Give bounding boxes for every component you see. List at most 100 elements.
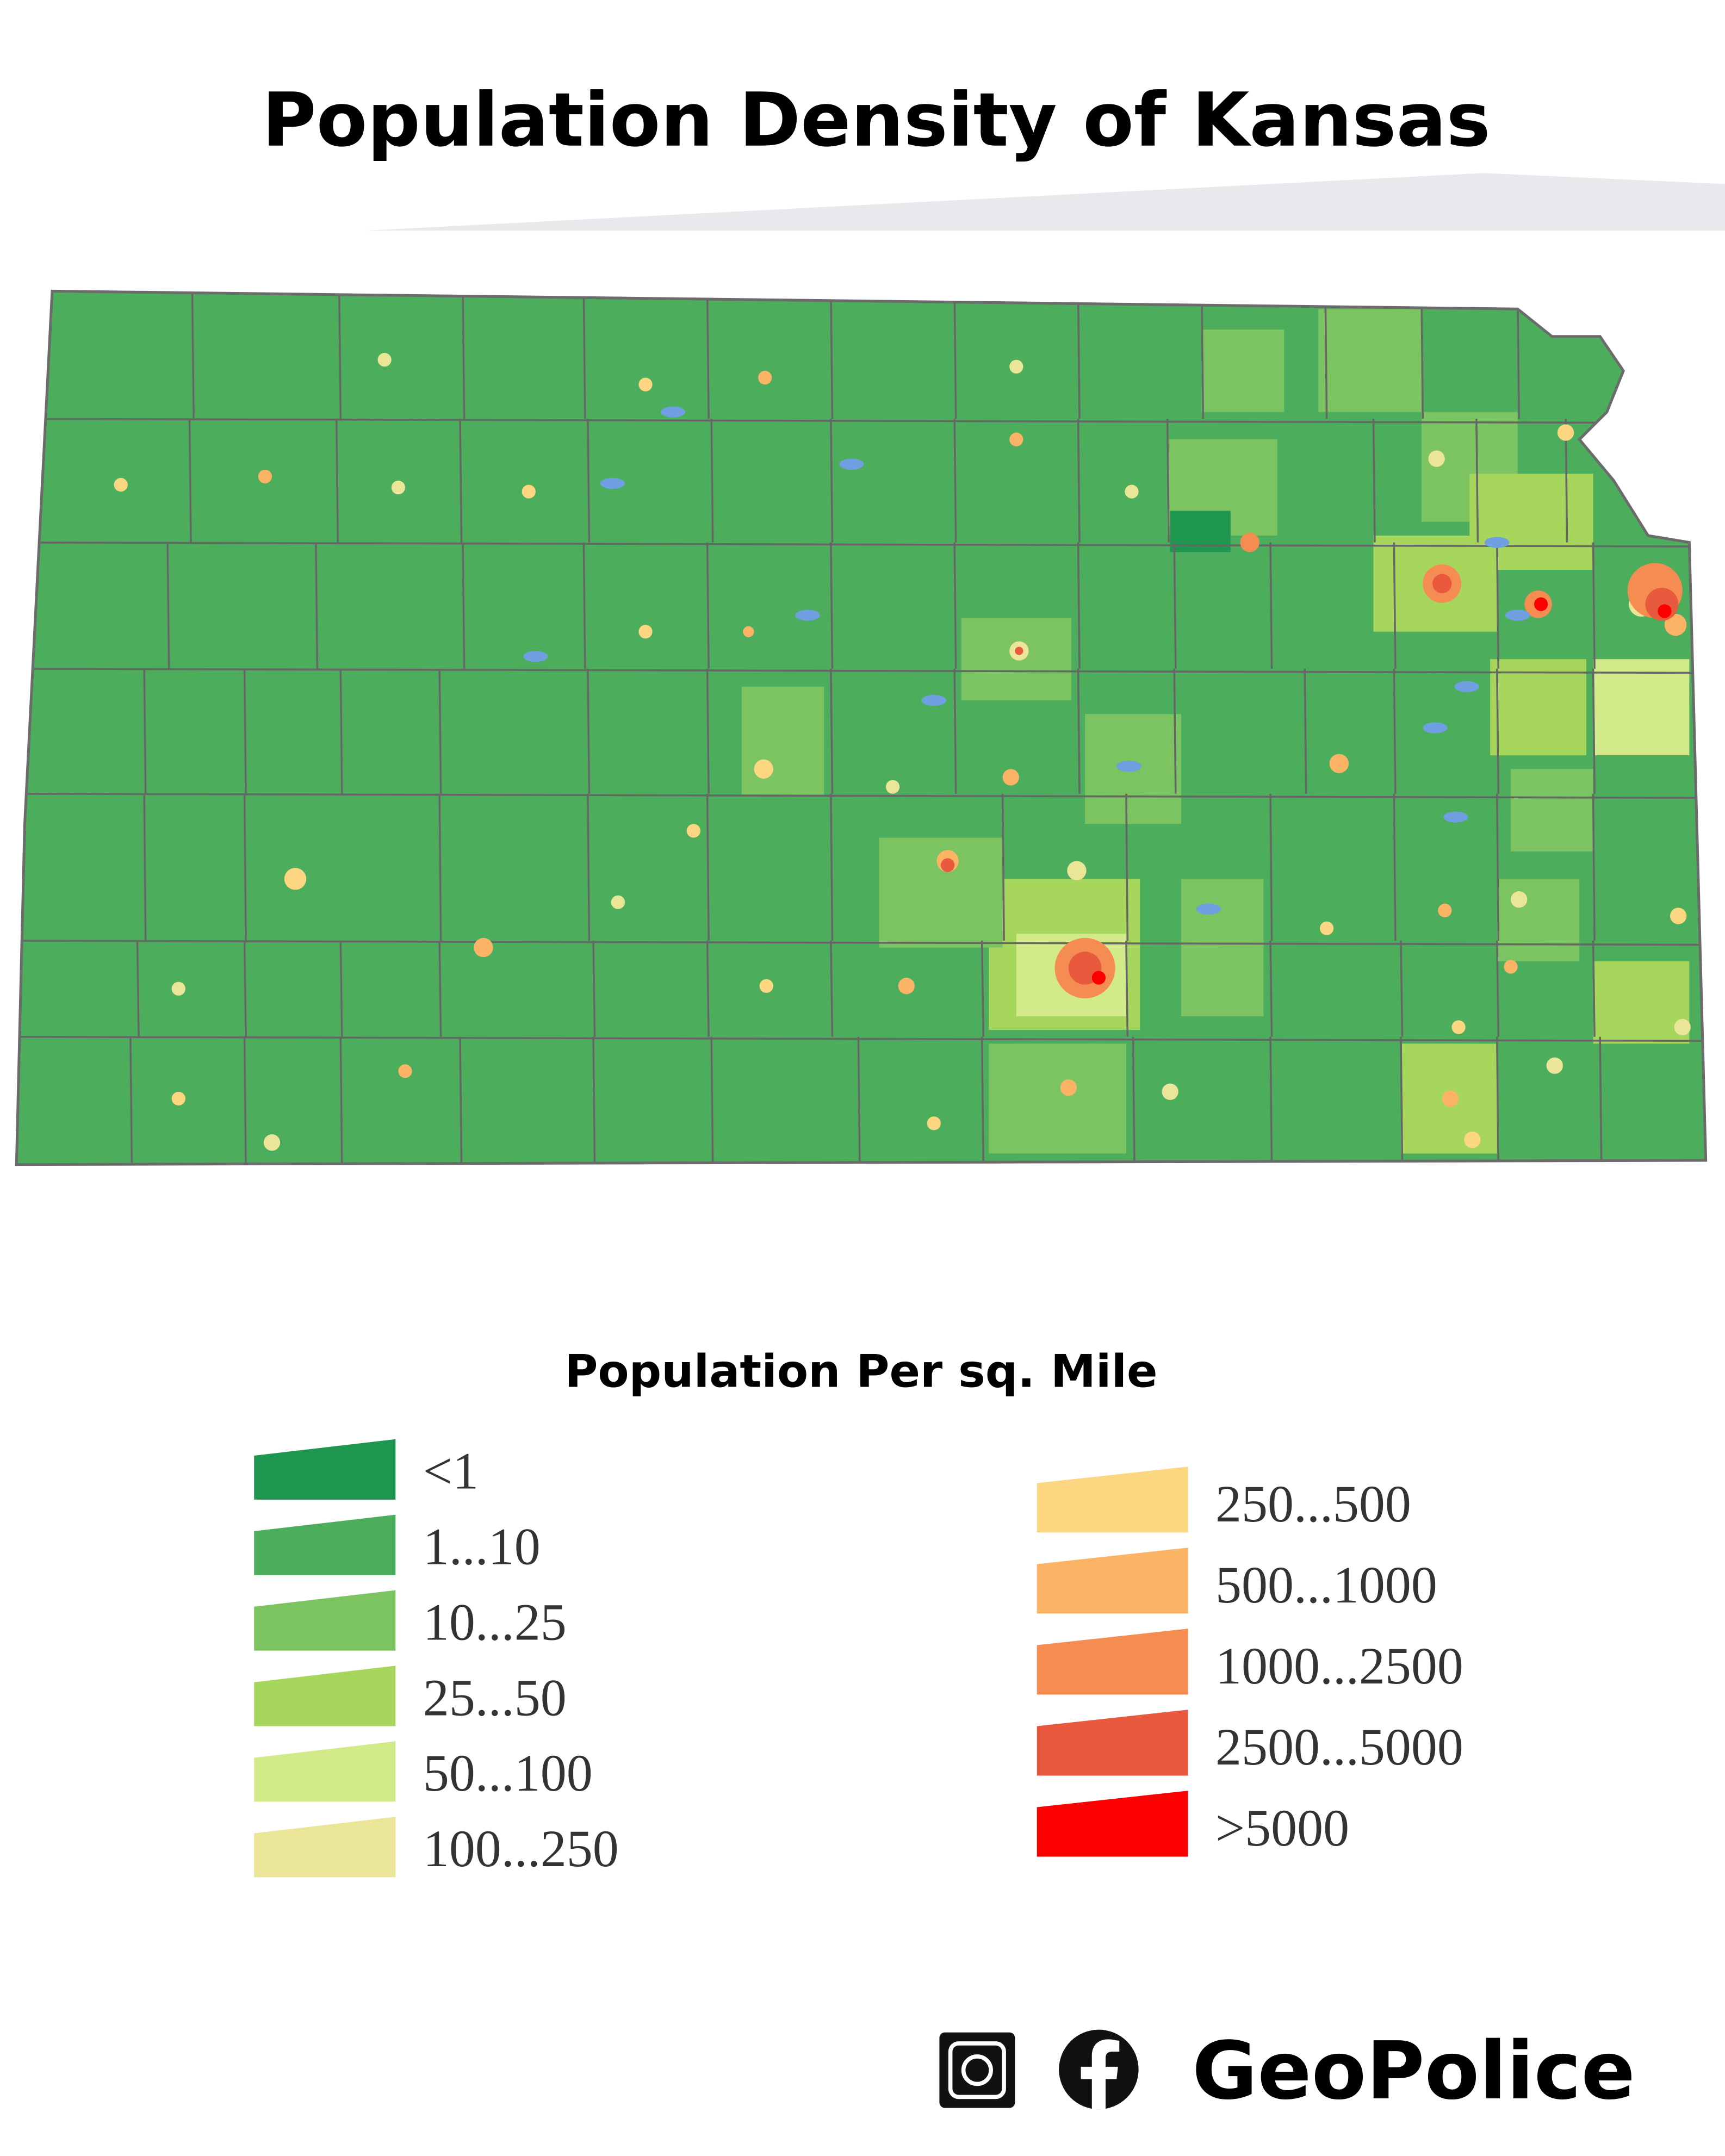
county-line (1420, 291, 1424, 419)
legend-swatch (1037, 1548, 1188, 1614)
county-line (1496, 793, 1500, 941)
county-line (1592, 793, 1596, 941)
county-line (587, 668, 591, 794)
town (1557, 424, 1574, 441)
county-line (830, 793, 834, 941)
county-line (243, 940, 247, 1037)
county-line (16, 1035, 1706, 1042)
lake (1443, 811, 1468, 823)
county-line (191, 291, 195, 419)
county-line (582, 542, 586, 669)
legend: <1 1...10 10...25 25...50 50...100 100...250 2… (254, 1439, 1463, 1878)
county-line (339, 1036, 343, 1165)
county-line (710, 1036, 714, 1165)
map-region (1497, 879, 1580, 961)
map-region (1201, 330, 1285, 412)
legend-swatch (1037, 1467, 1188, 1533)
county-line (706, 793, 710, 941)
town (638, 377, 653, 392)
county-line (1496, 1036, 1500, 1165)
town (114, 477, 128, 492)
town (686, 824, 700, 838)
legend-label: <1 (423, 1442, 479, 1500)
county-line (1132, 1036, 1135, 1165)
county-line (438, 793, 442, 941)
county-line (953, 668, 957, 794)
county-line (1372, 419, 1376, 543)
lake (1505, 610, 1530, 621)
map-region (1318, 309, 1422, 412)
legend-swatch (254, 1741, 396, 1802)
town (1162, 1083, 1178, 1100)
county-line (1269, 940, 1273, 1037)
county-line (706, 940, 710, 1037)
county-line (16, 541, 1706, 548)
map-region (1593, 961, 1690, 1044)
county-line (587, 793, 591, 941)
lake (1485, 537, 1510, 548)
county-line (16, 792, 1706, 799)
county-line (166, 542, 170, 669)
town (1329, 754, 1349, 773)
town (171, 1091, 185, 1106)
county-line (315, 542, 319, 669)
town (284, 868, 307, 890)
county-line (953, 291, 957, 419)
legend-label: 10...25 (423, 1593, 567, 1651)
town (1674, 1018, 1691, 1036)
county-line (981, 1036, 985, 1165)
county-line (243, 1036, 247, 1165)
legend-swatch (254, 1666, 396, 1726)
county-line (136, 940, 140, 1037)
city (940, 858, 955, 872)
lake (660, 406, 686, 418)
city (1091, 971, 1106, 985)
title: Population Density of Kansas (262, 77, 1491, 164)
legend-swatch (254, 1514, 396, 1575)
town (1442, 1090, 1459, 1107)
county-line (1393, 793, 1397, 941)
town (263, 1134, 281, 1151)
town (1664, 613, 1687, 636)
legend-label: 25...50 (423, 1668, 567, 1726)
town (1546, 1057, 1563, 1074)
county-line (592, 1036, 596, 1165)
town (885, 780, 900, 794)
county-line (462, 542, 466, 669)
county-line (243, 793, 247, 941)
town (754, 759, 773, 779)
county-line (1393, 542, 1397, 669)
county-line (335, 419, 339, 543)
county-line (830, 542, 834, 669)
county-line (706, 291, 710, 419)
city (1658, 604, 1672, 618)
county-line (1592, 668, 1596, 794)
legend-label: 100...250 (423, 1819, 619, 1878)
county-line (438, 668, 442, 794)
town (1319, 921, 1334, 935)
county-line (706, 668, 710, 794)
county-line (16, 940, 1706, 946)
county-line (143, 793, 147, 941)
county-line (953, 419, 957, 543)
town (898, 978, 915, 995)
county-line (1475, 419, 1479, 543)
town (1002, 769, 1019, 786)
county-line (1304, 668, 1307, 794)
town (1060, 1079, 1077, 1096)
lake (600, 477, 625, 489)
map-region (1490, 659, 1586, 756)
legend-swatch (1037, 1710, 1188, 1776)
county-line (339, 940, 343, 1037)
map-region (741, 686, 824, 797)
lake (921, 694, 947, 706)
city (1534, 597, 1548, 611)
town (743, 626, 754, 637)
county-line (830, 291, 834, 419)
legend-label: 1000...2500 (1215, 1637, 1463, 1695)
county-line (830, 668, 834, 794)
town (1670, 908, 1687, 924)
county-line (1077, 542, 1081, 669)
town (758, 370, 772, 385)
county-line (1125, 940, 1129, 1037)
